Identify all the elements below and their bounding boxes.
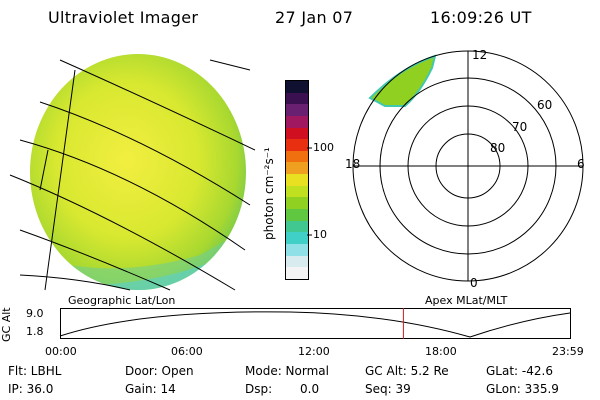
colorbar-segment (286, 104, 308, 116)
x-tick-0600: 06:00 (171, 345, 203, 358)
colorbar-segment (286, 162, 308, 175)
alt-tick-1.8: 1.8 (26, 325, 44, 338)
mlt-label-0: 0 (470, 276, 478, 290)
auroral-oval-patch (368, 54, 437, 107)
date-label: 27 Jan 07 (275, 8, 354, 27)
earth-disk (30, 54, 246, 290)
colorbar-tick-10: 10 (313, 228, 327, 241)
x-tick-2359: 23:59 (552, 345, 584, 358)
instrument-title: Ultraviolet Imager (48, 8, 199, 27)
door-status: Door: Open (125, 364, 194, 378)
lat-label-80: 80 (490, 141, 506, 155)
colorbar-segment (286, 243, 308, 256)
colorbar-segment (286, 139, 308, 151)
geographic-grid (9, 59, 256, 291)
colorbar-segment (286, 127, 308, 140)
flt-status: Flt: LBHL (8, 364, 62, 378)
mode-status: Mode: Normal (245, 364, 329, 378)
altitude-curve (59, 311, 571, 338)
colorbar-segment (286, 185, 308, 198)
x-tick-1200: 12:00 (298, 345, 330, 358)
dsp-label: Dsp: (245, 382, 273, 396)
colorbar-segment (286, 92, 308, 105)
auroral-image-panel (9, 54, 256, 291)
colorbar-segment (286, 267, 308, 279)
colorbar-segment (286, 197, 308, 210)
ip-status: IP: 36.0 (8, 382, 54, 396)
seq-status: Seq: 39 (365, 382, 411, 396)
x-tick-1800: 18:00 (425, 345, 457, 358)
colorbar-segment (286, 174, 308, 186)
colorbar-segment (286, 232, 308, 244)
lat-label-60: 60 (537, 98, 553, 112)
polar-mlt-plot (352, 50, 584, 282)
mlt-label-6: 6 (577, 157, 585, 171)
x-tick-0000: 00:00 (45, 345, 77, 358)
colorbar-segment (286, 81, 308, 93)
colorbar (285, 80, 309, 280)
colorbar-segment (286, 220, 308, 233)
colorbar-segment (286, 255, 308, 268)
alt-tick-9: 9.0 (26, 307, 44, 320)
mlt-label-12: 12 (472, 48, 488, 62)
lat-label-70: 70 (512, 120, 528, 134)
glat-status: GLat: -42.6 (486, 364, 553, 378)
colorbar-segment (286, 115, 308, 128)
mlt-label-18: 18 (345, 157, 361, 171)
gain-status: Gain: 14 (125, 382, 176, 396)
colorbar-tick-100: 100 (313, 141, 334, 154)
apex-label: Apex MLat/MLT (425, 294, 508, 307)
alt-plot-ylabel: GC Alt (0, 307, 13, 342)
dsp-value: 0.0 (300, 382, 320, 396)
time-label: 16:09:26 UT (430, 8, 532, 27)
glon-status: GLon: 335.9 (486, 382, 559, 396)
colorbar-segment (286, 209, 308, 221)
colorbar-segment (286, 150, 308, 163)
colorbar-label: photon cm⁻²s⁻¹ (262, 147, 276, 240)
altitude-plot (59, 308, 571, 339)
colorbar-ticks (307, 147, 312, 236)
gc-alt-status: GC Alt: 5.2 Re (365, 364, 449, 378)
geographic-label: Geographic Lat/Lon (68, 294, 176, 307)
